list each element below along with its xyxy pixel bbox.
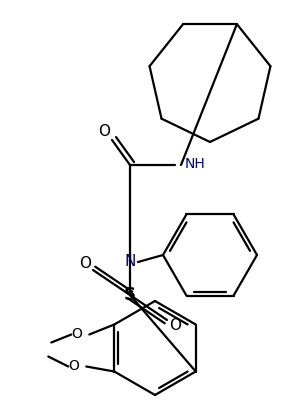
Text: O: O [71,326,82,341]
Text: O: O [98,124,110,139]
Text: NH: NH [185,157,206,171]
Text: O: O [79,257,91,271]
Text: N: N [124,255,136,269]
Text: S: S [124,286,136,304]
Text: O: O [69,358,79,372]
Text: O: O [169,318,181,333]
